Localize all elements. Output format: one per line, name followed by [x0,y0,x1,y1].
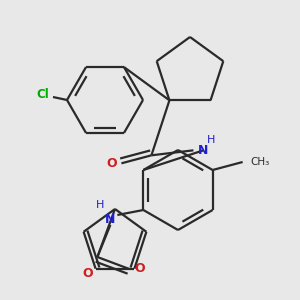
Text: H: H [96,200,104,210]
Text: N: N [105,212,116,226]
Text: CH₃: CH₃ [250,157,270,167]
Text: O: O [134,262,145,275]
Text: N: N [197,144,208,157]
Text: O: O [106,157,117,170]
Text: Cl: Cl [37,88,50,101]
Text: H: H [207,135,216,145]
Text: O: O [82,267,93,280]
